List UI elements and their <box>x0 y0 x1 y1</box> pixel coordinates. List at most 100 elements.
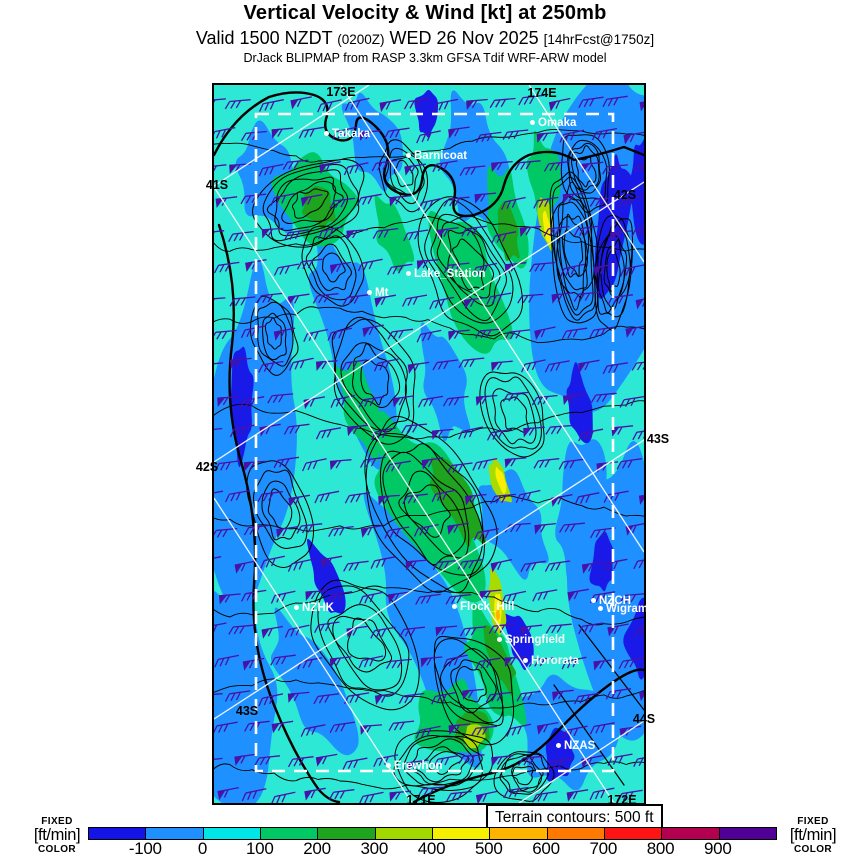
wind-barb <box>545 424 572 435</box>
wind-barb <box>387 591 410 604</box>
wind-barb <box>501 590 527 604</box>
grid-label: 173E <box>326 85 356 99</box>
colorbar-tick-label: 500 <box>475 839 503 858</box>
wind-barb <box>532 589 558 602</box>
terrain-contour <box>511 766 534 786</box>
wind-barb <box>317 99 342 113</box>
wind-barb <box>356 193 382 206</box>
wind-barb <box>503 786 529 799</box>
velocity-fill-blob <box>334 358 380 463</box>
station-label: Barnicoat <box>414 150 468 162</box>
wind-barb <box>300 194 323 207</box>
wind-barb <box>359 130 382 141</box>
terrain-contour <box>414 746 470 783</box>
wind-barb <box>515 489 541 504</box>
grid-label: 42S <box>613 188 637 202</box>
wind-barb <box>536 131 559 143</box>
terrain-contour <box>332 615 393 673</box>
wind-barb <box>432 160 458 173</box>
wind-barb <box>461 225 487 237</box>
wind-barb <box>217 786 239 801</box>
wind-barb <box>388 720 415 732</box>
wind-barb <box>446 462 473 474</box>
wind-barb <box>327 327 353 341</box>
wind-barb <box>560 263 585 277</box>
terrain-contour <box>352 343 401 408</box>
wind-barb <box>544 560 571 572</box>
wind-barb <box>533 458 560 469</box>
velocity-fill-blob <box>495 608 501 621</box>
wind-barb <box>623 131 644 145</box>
terrain-contour <box>484 376 542 450</box>
wind-barb <box>373 358 399 372</box>
wind-barb <box>607 753 633 766</box>
wind-barb <box>420 656 443 668</box>
terrain-contour <box>264 317 282 350</box>
wind-barb <box>296 523 323 534</box>
wind-barb <box>465 493 487 506</box>
wind-barb <box>276 526 298 539</box>
graticule-line <box>214 497 413 803</box>
terrain-contour <box>500 754 544 793</box>
terrain-contours-text: Terrain contours: 500 ft <box>495 809 654 826</box>
velocity-fill-blob <box>429 457 487 547</box>
wind-barb <box>342 294 369 306</box>
station-dot <box>591 598 596 603</box>
wind-barb <box>314 621 340 633</box>
colorbar-segment <box>89 828 147 839</box>
wind-barb <box>289 357 314 371</box>
wind-barb <box>485 691 512 703</box>
terrain-contour <box>563 229 584 278</box>
colorbar-segment <box>260 828 319 839</box>
wind-barb <box>305 590 328 601</box>
velocity-fill-blob <box>374 410 486 603</box>
wind-barb <box>474 192 497 204</box>
terrain-contour <box>322 252 346 283</box>
wind-barb <box>214 261 240 274</box>
wind-barb <box>214 721 238 734</box>
station-dot <box>497 637 502 642</box>
terrain-contour <box>266 169 349 237</box>
wind-barb <box>415 593 441 605</box>
wind-barb <box>602 558 628 572</box>
terrain-contour <box>594 214 634 331</box>
velocity-fill-blob <box>270 607 359 756</box>
wind-barb <box>589 787 615 801</box>
wind-barb <box>314 490 340 504</box>
wind-barb <box>448 329 470 341</box>
wind-barb <box>392 395 415 408</box>
station-dot <box>406 271 411 276</box>
wind-barb <box>634 623 644 637</box>
wind-barb <box>417 786 444 797</box>
colorbar-segment <box>490 828 548 839</box>
terrain-contour <box>433 638 504 727</box>
wind-barb <box>313 693 339 705</box>
colorbar-segment <box>662 828 720 839</box>
wind-barb <box>521 359 546 373</box>
wind-barb <box>416 130 441 144</box>
wind-barb <box>273 327 296 341</box>
station-dot <box>324 131 329 136</box>
wind-barb <box>267 393 294 404</box>
wind-barb <box>228 624 255 635</box>
wind-barb <box>343 560 369 572</box>
velocity-fill-blob <box>629 138 644 245</box>
wind-barb <box>581 561 604 574</box>
wind-barb <box>431 691 457 705</box>
station-dot <box>367 290 372 295</box>
wind-barb <box>533 196 559 209</box>
wind-barb <box>370 626 396 639</box>
wind-barb <box>214 297 226 307</box>
terrain-contour <box>440 648 504 724</box>
velocity-fill-blob <box>513 674 621 791</box>
scale-units-right: FIXED [ft/min] COLOR <box>789 816 837 855</box>
terrain-contour <box>403 484 451 538</box>
wind-barb <box>234 753 256 766</box>
wind-barb <box>329 459 352 471</box>
wind-barb <box>214 654 240 668</box>
wind-barb <box>329 261 352 275</box>
wind-barb <box>347 424 369 437</box>
wind-barb <box>566 789 589 802</box>
wind-barb <box>214 757 223 762</box>
wind-barb <box>374 294 397 308</box>
